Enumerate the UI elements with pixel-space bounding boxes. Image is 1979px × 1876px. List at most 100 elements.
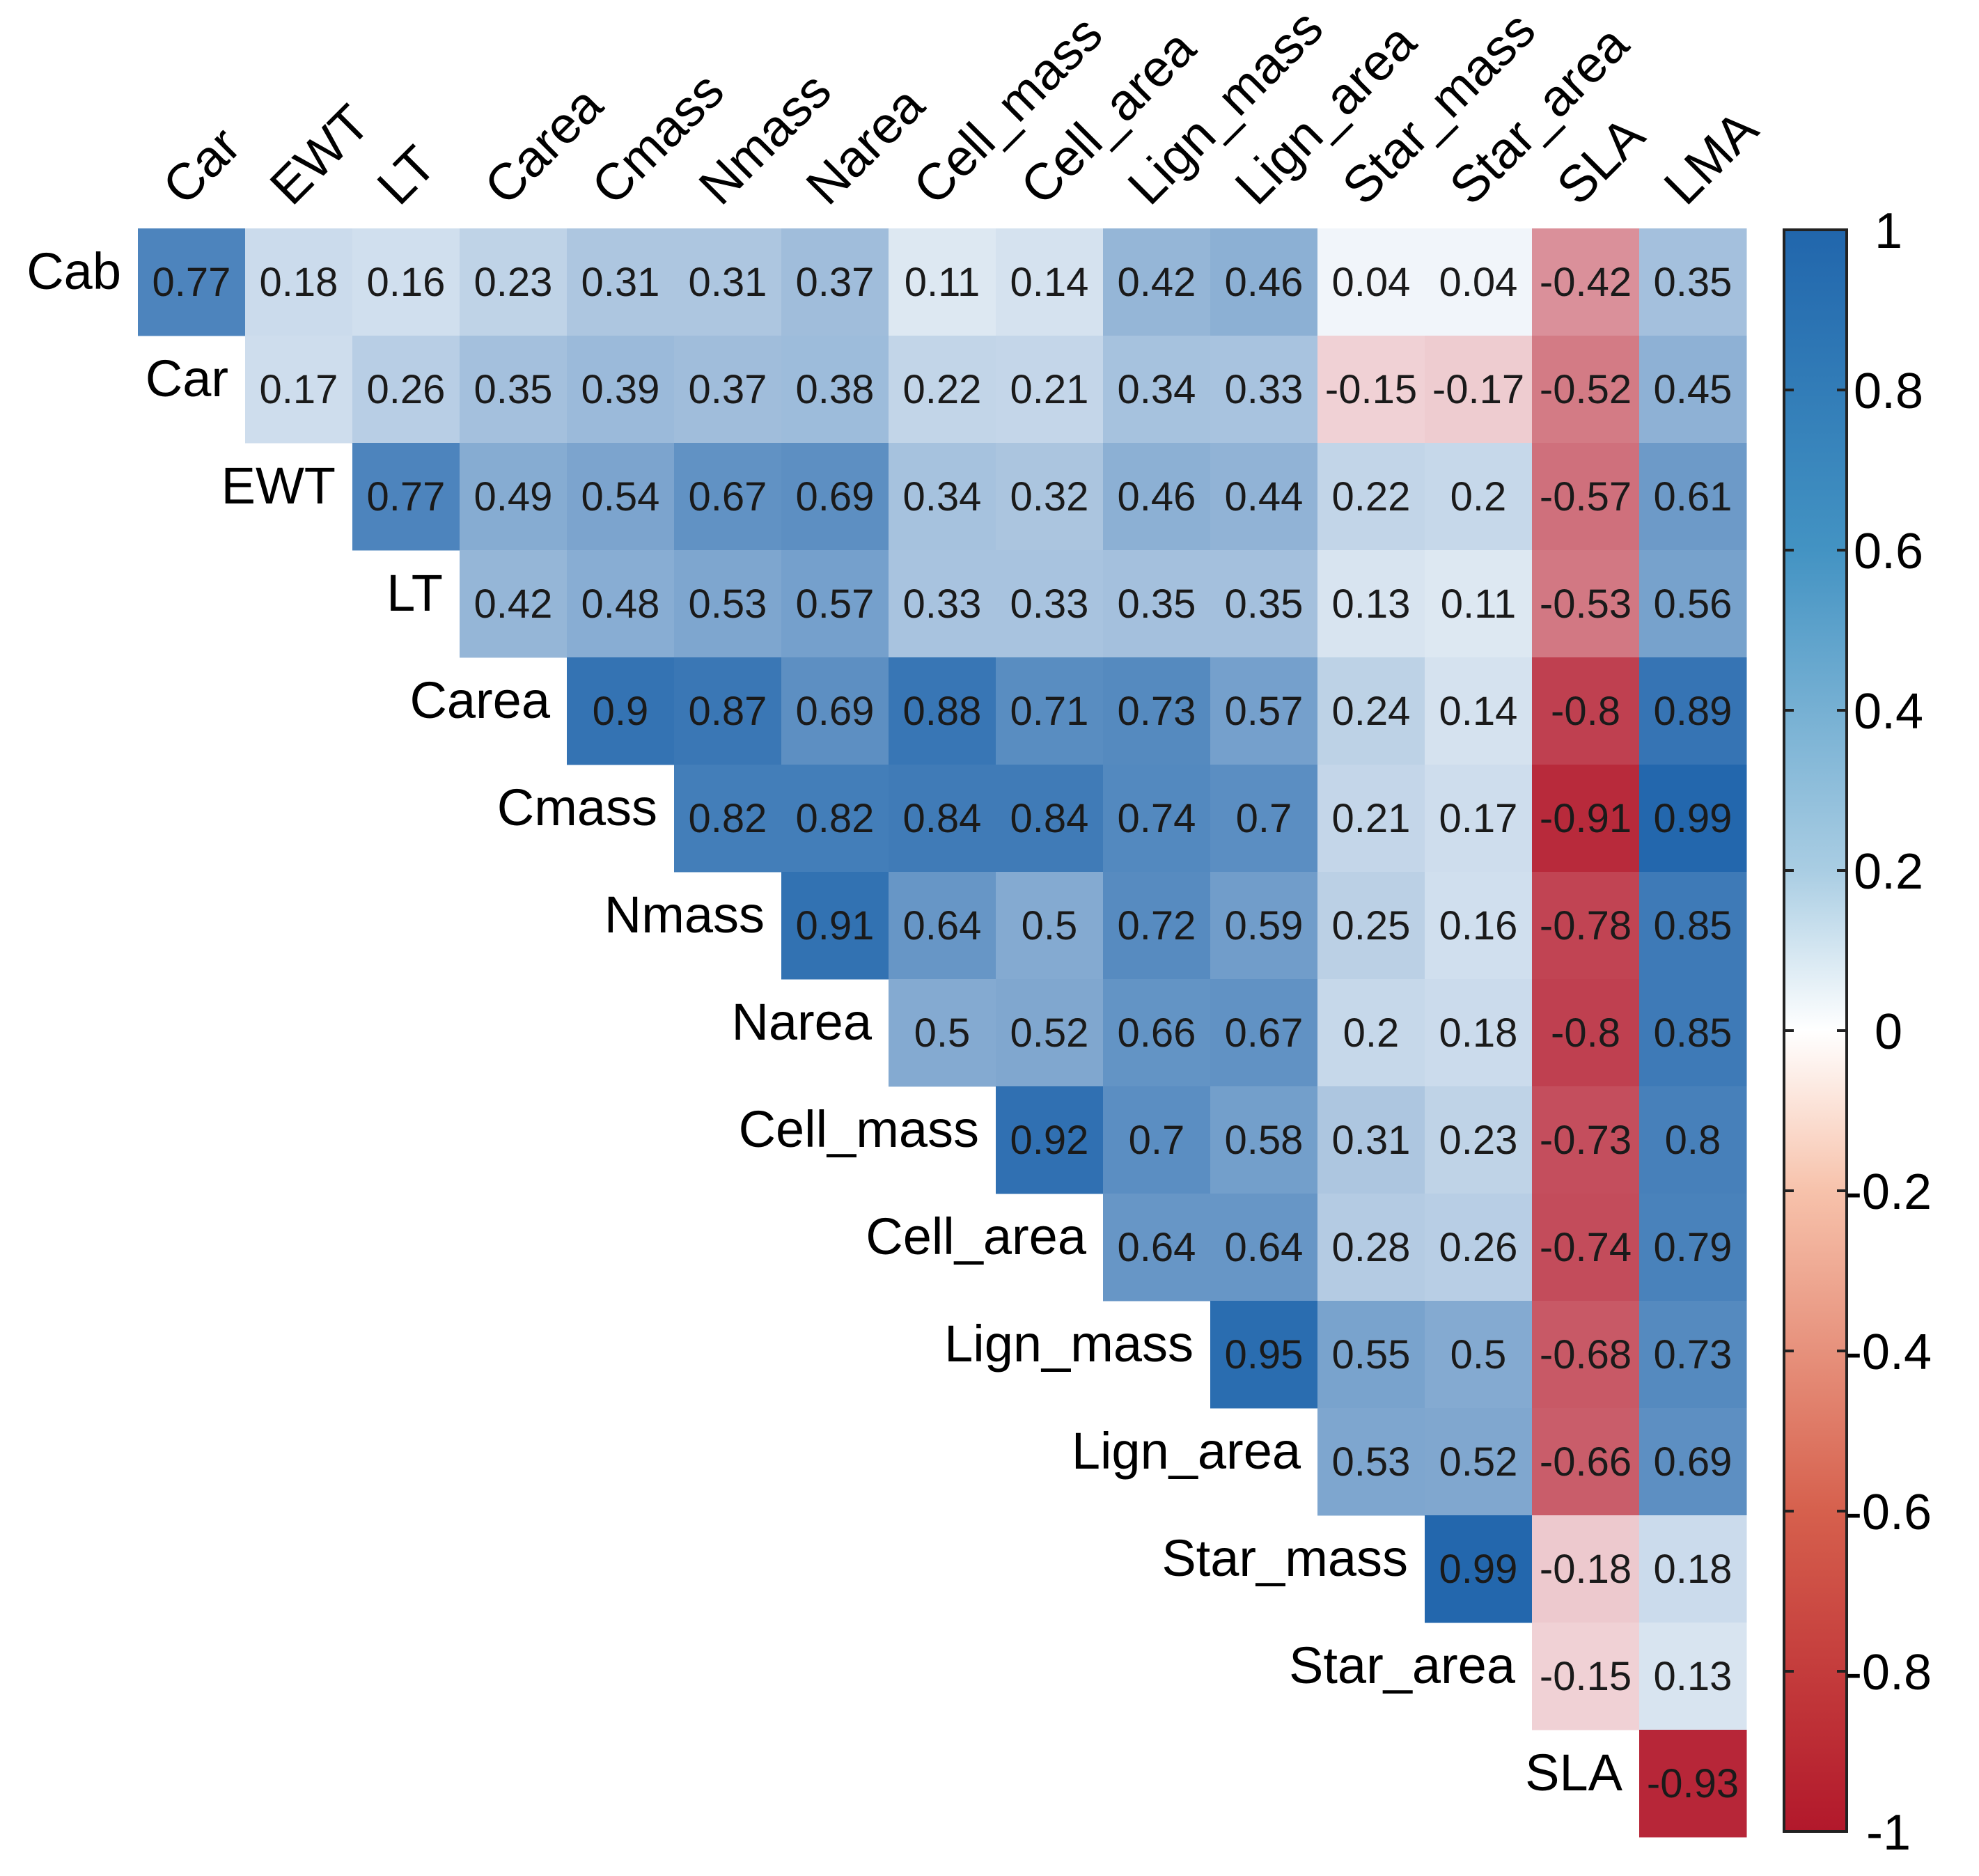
cell-value-label: 0.13 — [1654, 1654, 1732, 1699]
cell-value-label: 0.31 — [1332, 1118, 1411, 1163]
heatmap-cell — [1639, 1730, 1747, 1838]
cell-value-label: 0.5 — [1022, 903, 1078, 948]
heatmap-cell — [1103, 872, 1211, 980]
heatmap-cell — [1532, 228, 1640, 336]
heatmap-cell — [1425, 1515, 1533, 1623]
row-label: Cell_mass — [739, 1100, 979, 1158]
cell-value-label: 0.28 — [1332, 1225, 1411, 1270]
row-label: Cell_area — [866, 1207, 1087, 1265]
cell-value-label: 0.52 — [1439, 1439, 1518, 1485]
cell-value-label: -0.18 — [1540, 1547, 1632, 1592]
cell-value-label: 0.69 — [796, 689, 875, 734]
heatmap-cell — [1532, 1408, 1640, 1516]
colorbar-tick-label: 0.6 — [1854, 524, 1923, 579]
heatmap-cell — [1425, 979, 1533, 1087]
cell-value-label: 0.58 — [1225, 1118, 1304, 1163]
cell-value-label: 0.21 — [1010, 367, 1089, 412]
row-label: Star_mass — [1161, 1529, 1408, 1587]
heatmap-cell — [460, 443, 568, 551]
heatmap-cell — [1210, 228, 1318, 336]
cell-value-label: 0.77 — [367, 474, 446, 519]
cell-value-label: 0.46 — [1225, 260, 1304, 305]
heatmap-cell — [781, 765, 889, 873]
heatmap-cell — [996, 228, 1104, 336]
cell-value-label: 0.66 — [1118, 1010, 1196, 1056]
cell-value-label: 0.69 — [796, 474, 875, 519]
cell-value-label: 0.5 — [1450, 1332, 1507, 1377]
colorbar-tick-label: 0 — [1875, 1004, 1902, 1060]
cell-value-label: 0.24 — [1332, 689, 1411, 734]
heatmap-cell — [1103, 979, 1211, 1087]
cell-value-label: 0.67 — [1225, 1010, 1304, 1056]
column-label: LMA — [1653, 100, 1769, 216]
cell-value-label: 0.69 — [1654, 1439, 1732, 1485]
cell-value-label: -0.42 — [1540, 260, 1632, 305]
cell-value-label: 0.2 — [1450, 474, 1507, 519]
cell-value-label: 0.11 — [905, 260, 980, 305]
cell-value-label: 0.18 — [1439, 1010, 1518, 1056]
heatmap-cell — [1425, 228, 1533, 336]
heatmap-cell — [1103, 443, 1211, 551]
heatmap-cell — [1210, 765, 1318, 873]
heatmap-cell — [1317, 1408, 1425, 1516]
row-label: Carea — [409, 671, 550, 729]
heatmap-cell — [781, 550, 889, 658]
cell-value-label: 0.82 — [796, 796, 875, 841]
row-label: Nmass — [604, 886, 765, 944]
heatmap-cell — [1103, 1194, 1211, 1302]
heatmap-cell — [674, 765, 782, 873]
heatmap-cell — [1103, 657, 1211, 765]
heatmap-cell — [996, 657, 1104, 765]
cell-value-label: 0.34 — [903, 474, 982, 519]
heatmap-cell — [1532, 872, 1640, 980]
cell-value-label: 0.49 — [474, 474, 553, 519]
cell-value-label: -0.73 — [1540, 1118, 1632, 1163]
heatmap-cell — [1639, 765, 1747, 873]
cell-value-label: -0.93 — [1647, 1761, 1739, 1806]
cell-value-label: 0.22 — [903, 367, 982, 412]
cell-value-label: 0.14 — [1439, 689, 1518, 734]
cell-value-label: 0.33 — [1225, 367, 1304, 412]
heatmap-cell — [1532, 1086, 1640, 1194]
heatmap-cell — [889, 228, 996, 336]
cell-value-label: 0.52 — [1010, 1010, 1089, 1056]
cell-value-label: -0.15 — [1325, 367, 1417, 412]
heatmap-cell — [781, 872, 889, 980]
heatmap-cell — [1425, 1086, 1533, 1194]
cell-value-label: 0.35 — [1118, 581, 1196, 627]
cell-value-label: 0.42 — [1118, 260, 1196, 305]
heatmap-cell — [1639, 979, 1747, 1087]
cell-value-label: 0.73 — [1118, 689, 1196, 734]
heatmap-cell — [1103, 765, 1211, 873]
heatmap-cell — [1317, 979, 1425, 1087]
cell-value-label: 0.17 — [1439, 796, 1518, 841]
cell-value-label: 0.23 — [474, 260, 553, 305]
cell-value-label: 0.25 — [1332, 903, 1411, 948]
cell-value-label: 0.45 — [1654, 367, 1732, 412]
colorbar-tick-label: -1 — [1866, 1805, 1911, 1861]
cell-value-label: 0.77 — [152, 260, 231, 305]
row-label: Star_area — [1289, 1636, 1516, 1694]
heatmap-cell — [1317, 872, 1425, 980]
heatmap-cell — [1532, 979, 1640, 1087]
cell-value-label: 0.48 — [581, 581, 660, 627]
cell-value-label: 0.64 — [903, 903, 982, 948]
cell-value-label: 0.91 — [796, 903, 875, 948]
cell-value-label: 0.04 — [1332, 260, 1411, 305]
heatmap-cell — [781, 443, 889, 551]
row-label: LT — [386, 564, 443, 622]
cell-value-label: -0.66 — [1540, 1439, 1632, 1485]
heatmap-cell — [1425, 657, 1533, 765]
cell-value-label: 0.88 — [903, 689, 982, 734]
cell-value-label: -0.15 — [1540, 1654, 1632, 1699]
heatmap-cell — [996, 443, 1104, 551]
heatmap-cell — [996, 550, 1104, 658]
heatmap-cell — [1317, 1086, 1425, 1194]
heatmap-cell — [889, 979, 996, 1087]
heatmap-cell — [1425, 765, 1533, 873]
heatmap-cell — [1210, 443, 1318, 551]
heatmap-cell — [889, 336, 996, 444]
heatmap-cell — [1639, 1301, 1747, 1409]
heatmap-cell — [1317, 1301, 1425, 1409]
cell-value-label: 0.82 — [689, 796, 767, 841]
